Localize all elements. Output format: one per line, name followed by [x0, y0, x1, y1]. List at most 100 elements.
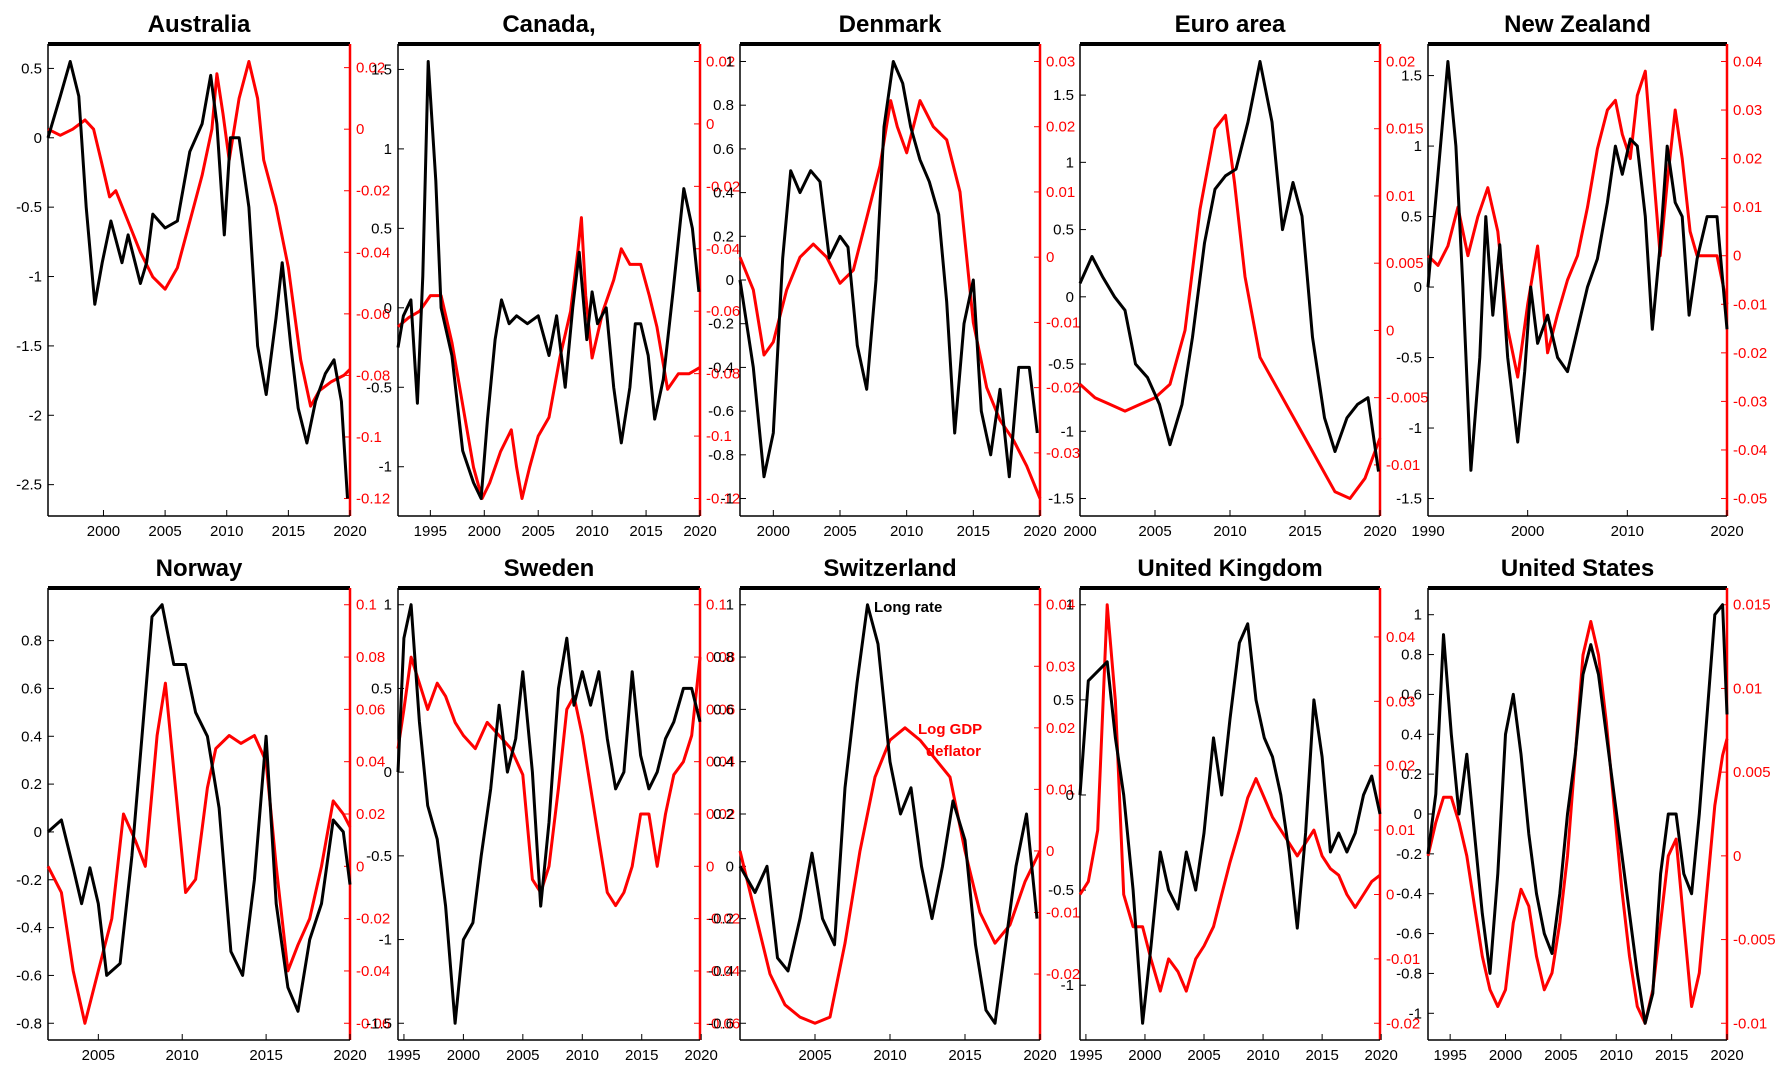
tick-right: -0.06: [706, 303, 740, 320]
tick-right: -0.01: [1046, 904, 1080, 921]
tick-right: 0.04: [706, 754, 735, 771]
tick-x: 2010: [873, 1047, 906, 1064]
tick-right: 0.01: [1733, 680, 1762, 697]
tick-left: 0.4: [21, 728, 42, 745]
panel-title: Australia: [148, 11, 251, 38]
tick-left: 1.5: [1053, 87, 1074, 104]
panel-australia: Australia 0.5 0 -0.5 -1 -1.5 -2 -2.5 0.02 0 -0.02 -…: [16, 11, 390, 540]
tick-x: 2015: [1305, 1047, 1338, 1064]
series-line-deflator: [1078, 113, 1382, 500]
tick-x: 2000: [1511, 523, 1544, 540]
annotation-deflator: deflator: [926, 743, 981, 760]
tick-right: 0.06: [706, 701, 735, 718]
tick-right: -0.06: [356, 1015, 390, 1032]
tick-x: 2020: [1363, 523, 1396, 540]
tick-right: -0.01: [1733, 296, 1767, 313]
tick-left: -0.6: [16, 967, 42, 984]
tick-x: 2020: [1710, 523, 1743, 540]
tick-x: 2020: [333, 523, 366, 540]
tick-left: 1.5: [371, 61, 392, 78]
tick-left: 0: [1066, 787, 1074, 804]
tick-right: 0.08: [706, 649, 735, 666]
tick-left: 0.8: [21, 633, 42, 650]
tick-right: -0.01: [1386, 951, 1420, 968]
tick-left: -0.4: [1396, 886, 1422, 903]
tick-x: 2010: [1246, 1047, 1279, 1064]
tick-left: 1: [726, 597, 734, 614]
tick-right: 0.02: [706, 806, 735, 823]
tick-right: -0.04: [356, 244, 390, 261]
tick-left: 0.6: [1401, 686, 1422, 703]
panel-new-zealand: New Zealand 1.5 1 0.5 0 -0.5 -1 -1.5 0.04 0.03 0.0…: [1396, 11, 1767, 540]
tick-left: -1.5: [1396, 491, 1422, 508]
tick-right: 0: [356, 121, 364, 138]
series-line-long-rate: [396, 60, 701, 500]
tick-left: 0: [726, 272, 734, 289]
tick-left: -0.6: [1396, 926, 1422, 943]
panel-united-kingdom: United Kingdom 1 0.5 0 -0.5 -1 0.04 0.03 0.02 0.0…: [1048, 555, 1420, 1064]
tick-left: -0.5: [366, 848, 392, 865]
panel-canada: Canada, 1.5 1 0.5 0 -0.5 -1 0.02 0 -0.02 -0.04 -0.0…: [366, 11, 740, 540]
tick-right: 0.015: [1386, 121, 1424, 138]
tick-x: 2010: [575, 523, 608, 540]
tick-left: 0.5: [1401, 209, 1422, 226]
tick-right: -0.02: [356, 183, 390, 200]
annotation-long-rate: Long rate: [874, 599, 942, 616]
tick-left: -1: [1409, 420, 1422, 437]
panel-euro-area: Euro area1.510.50-0.5-1-1.50.020.0150.01…: [1048, 11, 1428, 540]
tick-left: 0.6: [713, 701, 734, 718]
tick-right: -0.01: [1386, 457, 1420, 474]
tick-right: 0: [706, 858, 714, 875]
panel-title: Euro area: [1175, 11, 1286, 38]
tick-right: -0.06: [706, 1015, 740, 1032]
tick-left: 0.4: [713, 185, 734, 202]
tick-right: 0.02: [1386, 53, 1415, 70]
tick-x: 2010: [210, 523, 243, 540]
tick-left: -0.8: [16, 1015, 42, 1032]
tick-right: 0.03: [1733, 102, 1762, 119]
tick-left: 0: [34, 130, 42, 147]
series-line-deflator: [397, 216, 701, 500]
tick-left: 0: [1066, 289, 1074, 306]
tick-right: 0.01: [1733, 199, 1762, 216]
tick-right: -0.04: [1733, 442, 1767, 459]
tick-right: -0.005: [1733, 932, 1776, 949]
tick-right: 0.06: [356, 701, 385, 718]
tick-x: 2015: [1655, 1047, 1688, 1064]
tick-x: 2005: [522, 523, 555, 540]
series-line-long-rate: [1078, 60, 1380, 472]
tick-right: 0.02: [1046, 119, 1075, 136]
panel-title: United States: [1501, 555, 1654, 582]
tick-right: -0.02: [706, 178, 740, 195]
tick-x: 2000: [447, 1047, 480, 1064]
tick-left: 0.2: [713, 228, 734, 245]
tick-left: -0.5: [1396, 350, 1422, 367]
tick-left: 0: [384, 764, 392, 781]
tick-x: 2015: [948, 1047, 981, 1064]
tick-right: -0.02: [1046, 380, 1080, 397]
tick-x: 2005: [506, 1047, 539, 1064]
tick-x: 2020: [1023, 1047, 1056, 1064]
tick-right: -0.04: [706, 963, 740, 980]
tick-right: 0.02: [1733, 151, 1762, 168]
tick-right: 0.01: [1386, 822, 1415, 839]
tick-left: -1.5: [366, 1015, 392, 1032]
panel-title: United Kingdom: [1137, 555, 1322, 582]
tick-x: 1995: [1433, 1047, 1466, 1064]
tick-right: -0.02: [1733, 345, 1767, 362]
tick-x: 2005: [1544, 1047, 1577, 1064]
tick-left: -0.5: [1048, 882, 1074, 899]
panel-title: Switzerland: [823, 555, 956, 582]
tick-left: 0.8: [713, 649, 734, 666]
tick-right: 0: [1386, 322, 1394, 339]
tick-x: 2015: [957, 523, 990, 540]
tick-x: 2000: [87, 523, 120, 540]
series-line-long-rate: [47, 603, 352, 1013]
tick-right: 0: [1733, 848, 1741, 865]
tick-left: -0.4: [16, 920, 42, 937]
tick-left: -0.2: [1396, 846, 1422, 863]
tick-left: 1: [1414, 138, 1422, 155]
panel-switzerland: Switzerland 1 0.8 0.6 0.4 0.2 0 -0.2 -0.4 -0.6 0.0…: [708, 555, 1080, 1064]
series-line-deflator: [396, 655, 702, 908]
